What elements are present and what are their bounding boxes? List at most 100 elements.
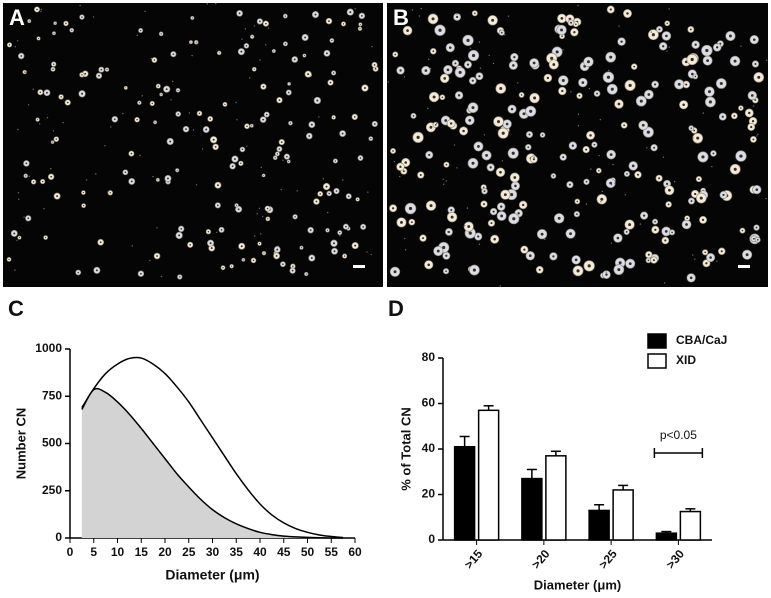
cell-core xyxy=(424,69,428,72)
debris xyxy=(16,239,18,241)
cell-core xyxy=(191,17,193,19)
cell-core xyxy=(65,22,67,25)
debris xyxy=(152,175,154,178)
cell-core xyxy=(216,204,219,207)
debris xyxy=(201,148,204,150)
cell-core xyxy=(501,131,505,135)
debris xyxy=(666,50,668,52)
cell-core xyxy=(733,114,736,117)
cell-core xyxy=(307,73,310,76)
cell-core xyxy=(575,23,577,26)
cell-core xyxy=(240,245,243,248)
curve xyxy=(81,387,344,539)
cell-core xyxy=(99,241,102,244)
debris xyxy=(577,125,580,127)
debris xyxy=(79,4,81,7)
debris xyxy=(107,190,109,193)
cell-core xyxy=(576,213,578,215)
cell-core xyxy=(521,203,525,207)
bar xyxy=(545,455,567,541)
cell-core xyxy=(27,217,30,220)
cell-core xyxy=(489,166,492,169)
cell-core xyxy=(647,93,651,96)
cell-core xyxy=(447,230,451,234)
cell-core xyxy=(314,13,317,16)
debris xyxy=(367,191,369,193)
cell-core xyxy=(752,38,756,41)
y-tick-label: 20 xyxy=(422,487,436,501)
cell-core xyxy=(166,177,169,180)
cell-core xyxy=(664,239,667,242)
cell-core xyxy=(359,157,362,159)
cell-core xyxy=(617,102,621,106)
cell-core xyxy=(540,232,544,236)
cell-core xyxy=(284,15,286,17)
cell-core xyxy=(333,116,335,118)
debris xyxy=(610,242,613,244)
cell-core xyxy=(477,145,480,148)
cell-core xyxy=(412,115,415,117)
cell-core xyxy=(448,46,452,49)
cell-core xyxy=(457,94,461,97)
cell-core xyxy=(585,180,588,183)
cell-core xyxy=(303,55,305,57)
cell-core xyxy=(514,184,517,188)
cell-core xyxy=(467,225,471,228)
cell-core xyxy=(325,185,328,188)
cell-core xyxy=(315,200,318,203)
bar xyxy=(453,445,476,541)
cell-core xyxy=(587,264,591,268)
cell-core xyxy=(626,173,628,175)
cell-core xyxy=(165,88,168,91)
area xyxy=(81,388,344,539)
debris xyxy=(740,45,742,47)
debris xyxy=(442,178,444,180)
cell-core xyxy=(722,193,725,197)
cell-core xyxy=(8,258,10,261)
cell-core xyxy=(13,232,16,235)
cell-core xyxy=(585,148,588,151)
cell-core xyxy=(561,79,565,82)
cell-core xyxy=(552,175,555,177)
debris xyxy=(215,2,217,5)
x-tick-label: 55 xyxy=(325,545,339,559)
debris xyxy=(765,59,768,62)
cell-core xyxy=(416,135,420,139)
debris xyxy=(488,54,490,57)
debris xyxy=(131,245,133,247)
bar xyxy=(679,510,702,541)
cell-core xyxy=(209,118,211,120)
cell-core xyxy=(136,118,138,121)
cell-core xyxy=(288,160,290,162)
cell-core xyxy=(625,231,628,233)
debris xyxy=(716,260,718,262)
cell-core xyxy=(354,244,357,247)
x-tick-label: 5 xyxy=(90,545,97,559)
cell-core xyxy=(240,162,242,165)
cell-core xyxy=(446,68,450,72)
cell-core xyxy=(658,177,661,180)
cell-core xyxy=(392,150,394,152)
cell-core xyxy=(455,15,459,19)
cell-core xyxy=(332,242,336,245)
x-tick-label: 25 xyxy=(182,545,196,559)
cell-core xyxy=(499,86,503,91)
debris xyxy=(236,119,238,121)
debris xyxy=(646,147,648,149)
cell-core xyxy=(441,96,444,99)
x-tick-label: 45 xyxy=(277,545,291,559)
cell-core xyxy=(81,16,83,18)
cell-core xyxy=(391,207,395,210)
cell-core xyxy=(620,40,623,43)
debris xyxy=(757,133,759,136)
debris xyxy=(614,182,616,185)
debris xyxy=(504,34,506,36)
debris xyxy=(420,7,422,10)
cell-core xyxy=(499,205,503,208)
debris xyxy=(280,188,282,191)
debris xyxy=(507,15,510,17)
debris xyxy=(258,207,261,209)
debris xyxy=(404,237,406,240)
cell-core xyxy=(81,92,84,95)
cell-core xyxy=(491,18,495,22)
